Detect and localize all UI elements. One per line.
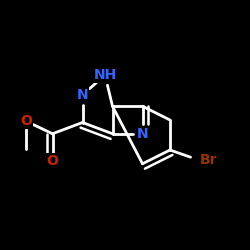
- Text: O: O: [46, 154, 58, 168]
- Text: O: O: [20, 114, 32, 128]
- Text: N: N: [137, 127, 148, 141]
- Text: Br: Br: [200, 154, 218, 168]
- Text: NH: NH: [94, 68, 116, 82]
- Text: N: N: [77, 88, 88, 102]
